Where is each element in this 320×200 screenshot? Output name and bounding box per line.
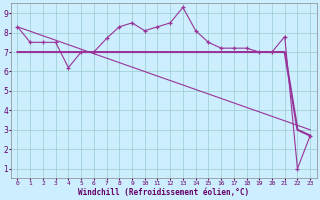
X-axis label: Windchill (Refroidissement éolien,°C): Windchill (Refroidissement éolien,°C)	[78, 188, 249, 197]
